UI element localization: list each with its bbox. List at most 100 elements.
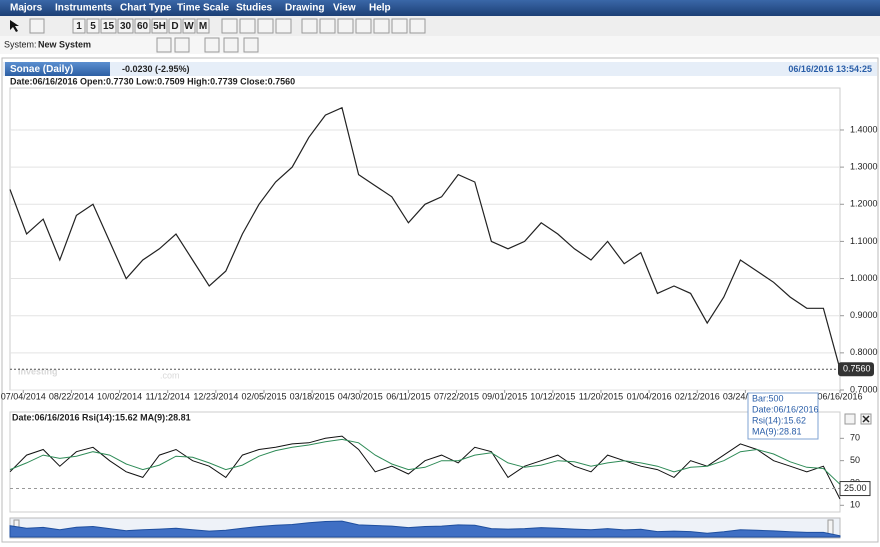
icon-button[interactable] xyxy=(319,18,336,34)
x-tick-label: 04/30/2015 xyxy=(338,391,383,401)
y-tick-label: 1.3000 xyxy=(850,161,878,171)
tab-title[interactable]: Sonae (Daily) xyxy=(10,64,73,75)
timestamp: 06/16/2016 13:54:25 xyxy=(788,64,872,74)
chart-frame xyxy=(1,57,879,543)
x-tick-label: 06/11/2015 xyxy=(386,391,430,401)
interval-label[interactable]: 30 xyxy=(120,21,132,32)
icon-button[interactable] xyxy=(239,18,256,34)
x-tick-label: 02/12/2016 xyxy=(675,391,720,401)
tooltip-box xyxy=(747,392,819,440)
interval-label[interactable]: W xyxy=(184,21,194,32)
price-info: Date:06/16/2016 Open:0.7730 Low:0.7509 H… xyxy=(10,76,295,86)
tab[interactable] xyxy=(5,62,110,76)
interval-button[interactable] xyxy=(196,18,210,34)
cursor-label: 25.00 xyxy=(844,483,867,493)
icon-button[interactable] xyxy=(221,18,238,34)
rsi-info: Date:06/16/2016 Rsi(14):15.62 MA(9):28.8… xyxy=(12,412,191,422)
menu-item[interactable]: Instruments xyxy=(55,3,113,14)
interval-button[interactable] xyxy=(100,18,117,34)
rsi-line xyxy=(9,435,841,500)
x-tick-label: 11/12/2014 xyxy=(146,391,190,401)
x-tick-label: 09/01/2015 xyxy=(482,391,527,401)
x-tick-label: 07/04/2014 xyxy=(1,391,46,401)
menu-item[interactable]: View xyxy=(333,3,356,14)
icon-button[interactable] xyxy=(29,18,45,34)
icon-button[interactable] xyxy=(391,18,408,34)
icon-button[interactable] xyxy=(409,18,426,34)
cursor-tag xyxy=(839,481,871,497)
last-price-label: 0.7560 xyxy=(843,364,871,374)
x-tick-label: 02/05/2015 xyxy=(241,391,286,401)
watermark: Investing xyxy=(18,366,58,376)
x-tick-label: 11/20/2015 xyxy=(579,391,623,401)
tooltip-date: Date:06/16/2016 xyxy=(752,404,819,414)
icon-button[interactable] xyxy=(301,18,318,34)
price-change: -0.0230 (-2.95%) xyxy=(122,64,190,74)
icon-button[interactable] xyxy=(204,37,220,53)
icon-button[interactable] xyxy=(257,18,274,34)
tooltip-ma: MA(9):28.81 xyxy=(752,426,802,436)
rsi-line xyxy=(9,438,841,485)
icon-button[interactable] xyxy=(156,37,172,53)
x-tick-label: 07/22/2015 xyxy=(434,391,479,401)
y-tick-label: 1.1000 xyxy=(850,236,878,246)
x-tick-label: 10/02/2014 xyxy=(97,391,142,401)
x-tick-label: 10/12/2015 xyxy=(530,391,575,401)
interval-label[interactable]: M xyxy=(199,21,207,32)
navigator-area xyxy=(9,520,841,538)
interval-label[interactable]: 5H xyxy=(153,21,166,32)
watermark-suffix: .com xyxy=(160,370,180,380)
interval-label[interactable]: D xyxy=(171,21,178,32)
icon-button[interactable] xyxy=(373,18,390,34)
menu-item[interactable]: Drawing xyxy=(285,3,324,14)
close-icon xyxy=(862,415,870,423)
icon-button[interactable] xyxy=(275,18,292,34)
interval-button[interactable] xyxy=(182,18,196,34)
y-tick-label: 70 xyxy=(850,433,860,443)
icon-button[interactable] xyxy=(355,18,372,34)
system-icons xyxy=(156,37,259,53)
x-tick-label: 03/18/2015 xyxy=(290,391,335,401)
interval-button[interactable] xyxy=(134,18,151,34)
interval-label[interactable]: 60 xyxy=(137,21,149,32)
interval-label[interactable]: 1 xyxy=(76,21,82,32)
icon-button[interactable] xyxy=(337,18,354,34)
x-tick-label: 06/16/2016 xyxy=(817,391,862,401)
y-tick-label: 1.4000 xyxy=(850,124,878,134)
icon-button[interactable] xyxy=(243,37,259,53)
tooltip-rsi: Rsi(14):15.62 xyxy=(752,415,806,425)
menu-item[interactable]: Help xyxy=(369,3,391,14)
tab-bar xyxy=(3,62,877,76)
pointer-tool[interactable] xyxy=(10,20,19,32)
y-tick-label: 1.2000 xyxy=(850,199,878,209)
rsi-plot xyxy=(9,411,841,513)
interval-button[interactable] xyxy=(168,18,182,34)
x-tick-label: 12/23/2014 xyxy=(193,391,238,401)
y-tick-label: 10 xyxy=(850,500,860,510)
icon-button[interactable] xyxy=(174,37,190,53)
interval-label[interactable]: 15 xyxy=(103,21,115,32)
x-tick-label: 01/04/2016 xyxy=(627,391,672,401)
last-price-tag xyxy=(838,362,874,377)
interval-button[interactable] xyxy=(117,18,134,34)
interval-label[interactable]: 5 xyxy=(90,21,96,32)
interval-button[interactable] xyxy=(86,18,100,34)
interval-button[interactable] xyxy=(72,18,86,34)
interval-button[interactable] xyxy=(151,18,168,34)
tooltip-bar: Bar:500 xyxy=(752,393,784,403)
menu-item[interactable]: Studies xyxy=(236,3,273,14)
menu-item[interactable]: Chart Type xyxy=(120,3,172,14)
toolbar xyxy=(0,16,880,36)
menu-item[interactable]: Time Scale xyxy=(177,3,230,14)
icon-button[interactable] xyxy=(223,37,239,53)
menu-item[interactable]: Majors xyxy=(10,3,43,14)
minimize-button[interactable] xyxy=(844,413,856,425)
system-bar xyxy=(0,36,880,54)
price-line xyxy=(9,106,841,370)
y-tick-label: 0.7000 xyxy=(850,384,878,394)
system-name: New System xyxy=(38,39,91,49)
x-tick-label: 08/22/2014 xyxy=(49,391,94,401)
tooltip: Bar:500 Date:06/16/2016 Rsi(14):15.62 MA… xyxy=(747,392,819,440)
system-label: System: xyxy=(4,39,37,49)
